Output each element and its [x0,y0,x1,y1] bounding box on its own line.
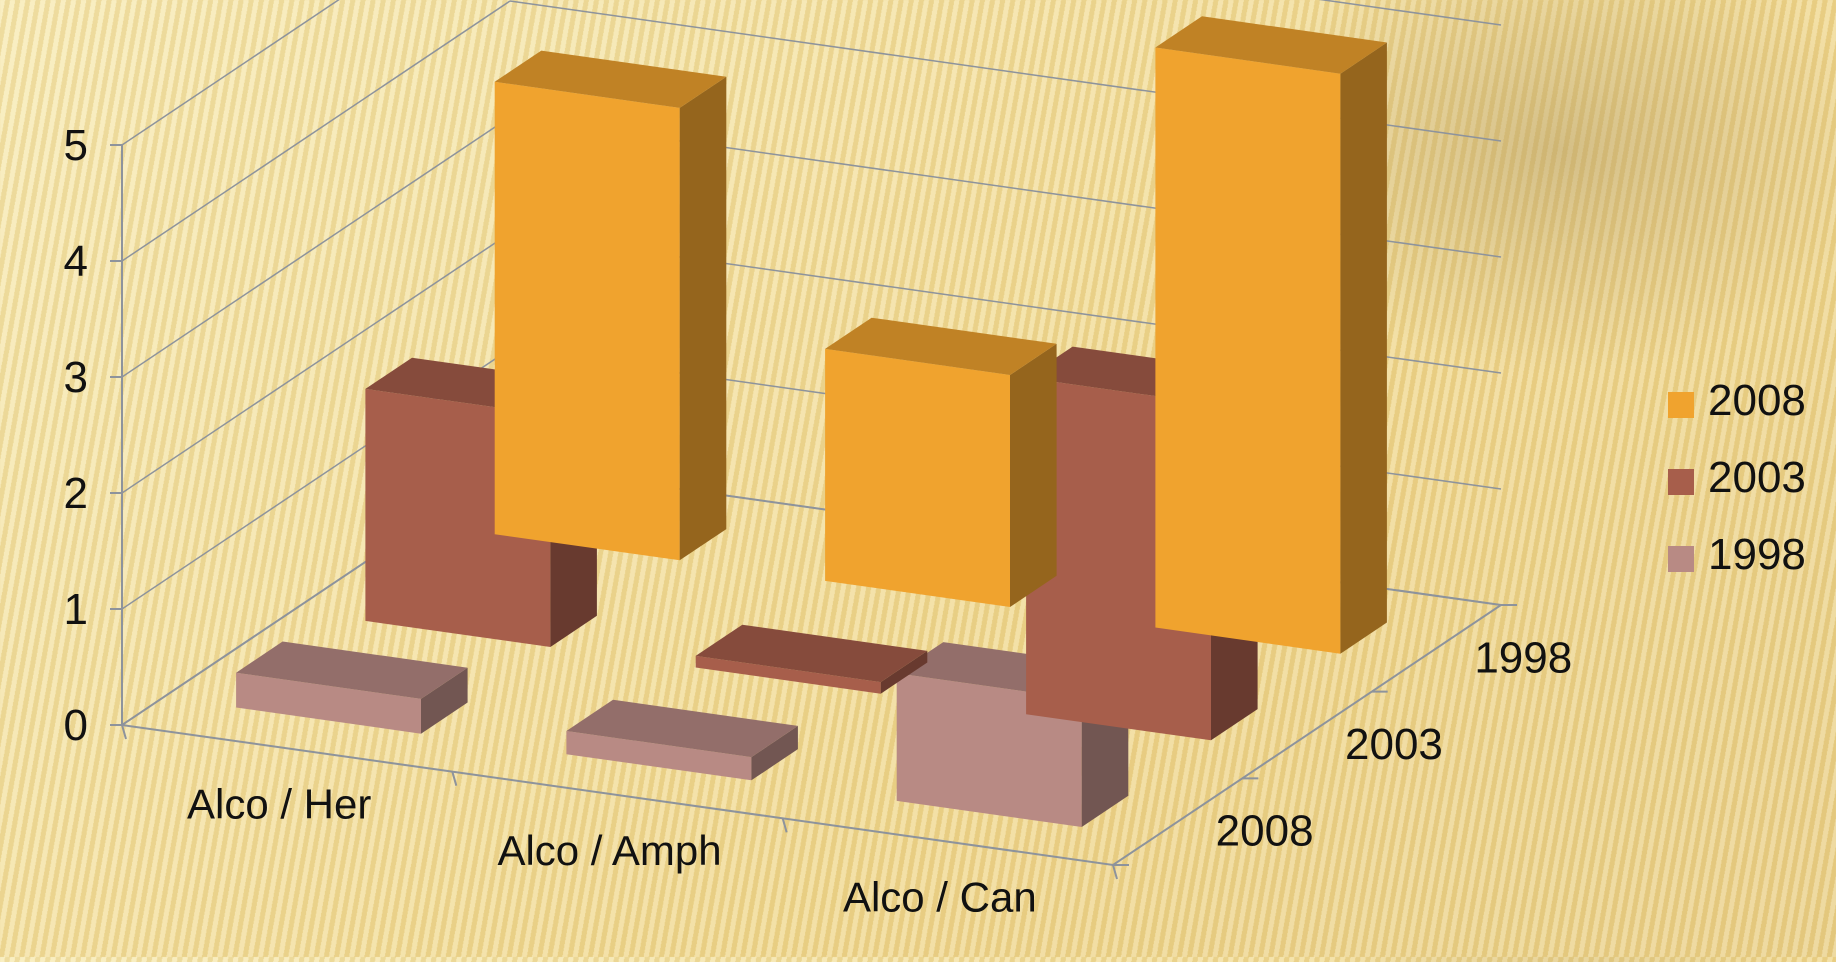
bar-front-face [566,731,752,781]
bar-2008-1 [825,317,1057,607]
bar-2008-2 [1155,16,1387,654]
bar-1998-0 [236,641,468,734]
x-tick-mark [1112,864,1118,880]
x-tick-mark [781,818,788,833]
y-tick-label: 5 [64,121,88,170]
legend-swatch-1998 [1668,546,1694,572]
bar-2003-1 [695,624,928,694]
y-tick-label: 1 [64,585,88,634]
bar-side-face [679,76,727,561]
gridline-side [121,116,511,378]
bar-top-face [825,317,1057,375]
bar-1998-1 [566,699,798,781]
x-category-label: Alco / Can [843,874,1037,921]
bar-front-face [494,81,680,561]
gridline-side [121,0,511,262]
bar-front-face [695,655,881,694]
legend: 2008 2003 1998 [1668,376,1806,579]
depth-axis-label: 2003 [1345,720,1443,769]
legend-label: 2003 [1708,453,1806,502]
bar-top-face [236,641,468,699]
bar-front-face [1155,47,1341,654]
legend-swatch-2003 [1668,469,1694,495]
y-tick-label: 2 [64,469,88,518]
bar-top-face [494,50,727,108]
gridline-back [1318,0,1502,26]
bar-side-face [421,667,468,734]
y-tick-label: 3 [64,353,88,402]
x-category-label: Alco / Amph [497,827,721,874]
gridline-side [121,0,340,146]
bar-top-face [695,624,928,683]
depth-axis-label: 1998 [1474,633,1572,682]
x-tick-mark [451,771,458,786]
bar-layer [236,16,1387,827]
legend-label: 1998 [1708,530,1806,579]
bar-front-face [236,672,421,734]
label-layer: 0 1 2 3 4 5 Alco / Her Alco / Amph Alco / Can 199… [64,121,1573,921]
bar-front-face [825,348,1010,607]
bar-side-face [751,725,798,781]
bar-top-face [566,699,798,758]
depth-axis-label: 2008 [1216,807,1314,856]
x-tick-mark [121,724,127,740]
bar-top-face [1155,16,1387,74]
legend-swatch-2008 [1668,392,1694,418]
legend-label: 2008 [1708,376,1806,425]
x-category-label: Alco / Her [187,780,371,827]
y-tick-label: 0 [64,701,88,750]
bar-side-face [880,650,928,694]
bar-side-face [1340,42,1387,654]
bar-2008-0 [494,50,727,561]
gridline-side [121,232,511,494]
bar-side-face [1010,343,1057,607]
y-tick-label: 4 [64,237,88,286]
